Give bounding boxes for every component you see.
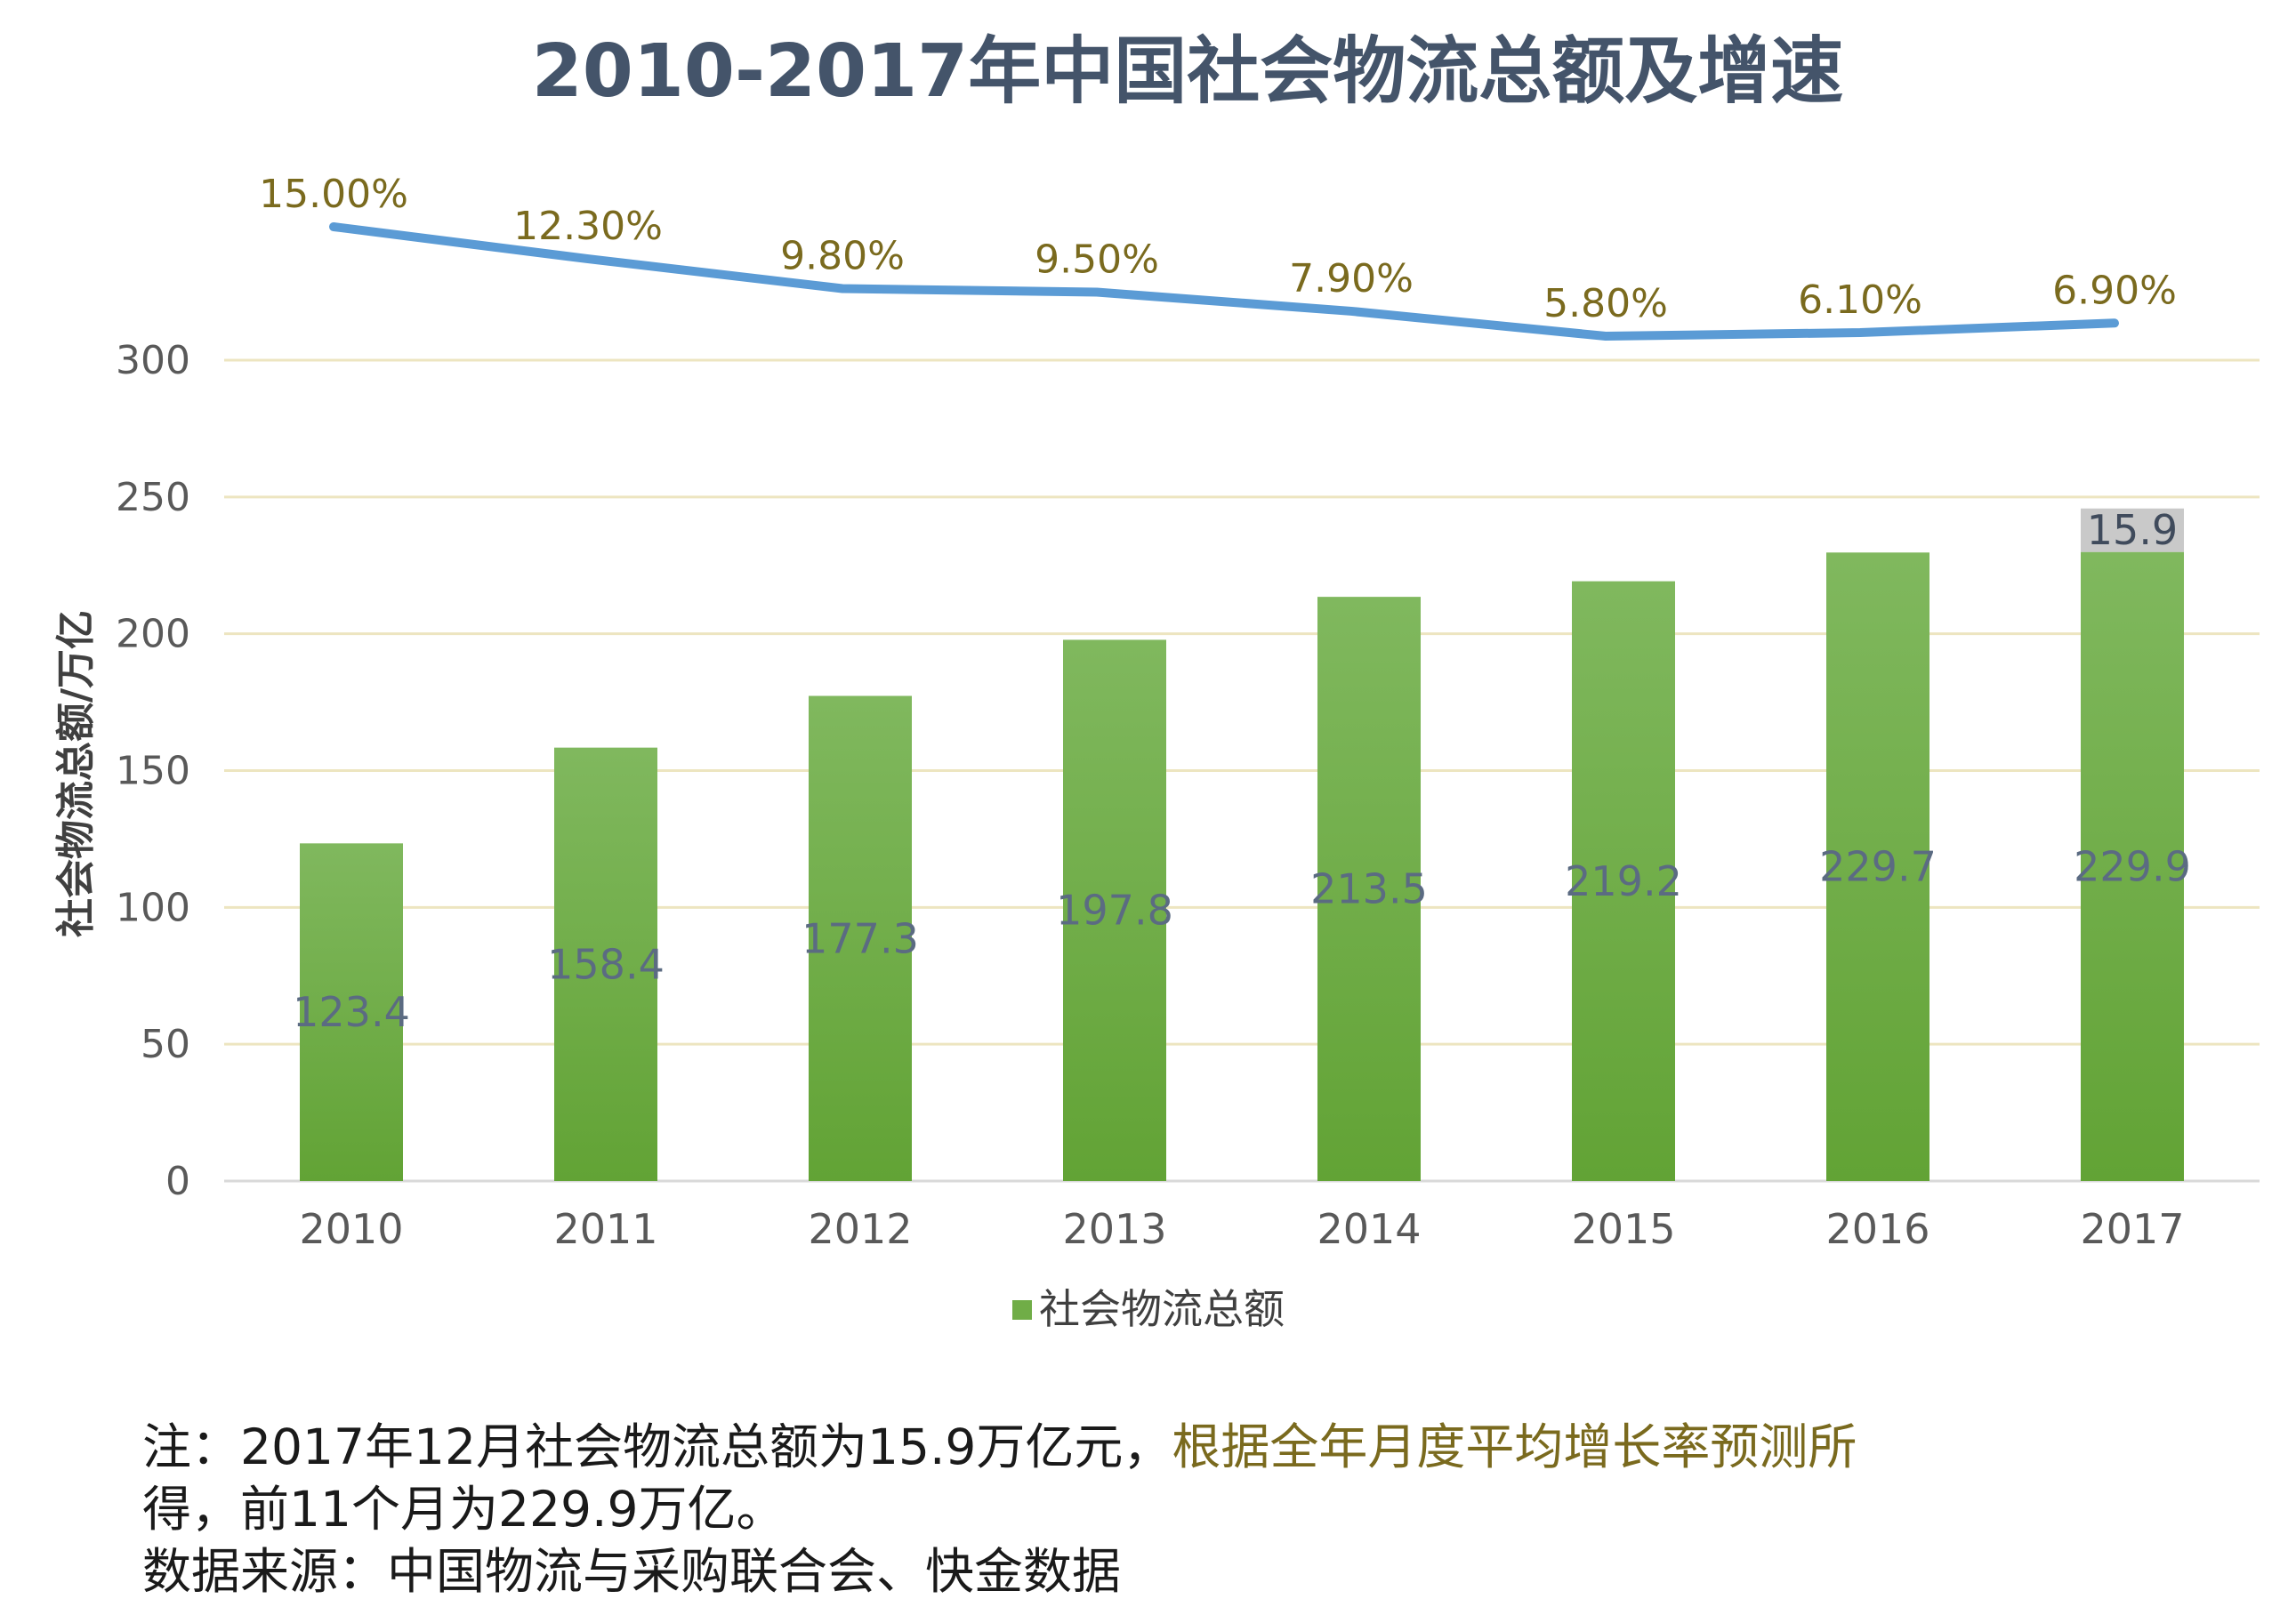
bar: [300, 843, 403, 1181]
growth-rate-label: 12.30%: [513, 204, 663, 249]
bar-value-label: 197.8: [1056, 887, 1173, 935]
bar: [1063, 639, 1166, 1181]
x-tick-label: 2017: [2080, 1205, 2184, 1253]
y-tick-label: 250: [116, 475, 190, 520]
growth-rate-label: 15.00%: [259, 172, 408, 217]
bar-value-label: 229.7: [1819, 843, 1937, 891]
bar: [2081, 551, 2184, 1181]
y-axis-label: 社会物流总额/万亿: [53, 610, 99, 937]
bar: [1317, 597, 1421, 1181]
growth-rate-label: 5.80%: [1543, 281, 1668, 326]
source-note: 数据来源：中国物流与采购联合会、快金数据: [142, 1543, 1122, 1600]
chart-title: 2010-2017年中国社会物流总额及增速: [532, 29, 1843, 114]
growth-rate-line: 15.00% 12.30% 9.80% 9.50% 7.90% 5.80% 6.10% 6.9…: [259, 172, 2177, 341]
x-tick-label: 2012: [808, 1205, 912, 1253]
bar-value-label: 219.2: [1565, 857, 1682, 905]
growth-rate-label: 9.50%: [1035, 237, 1159, 283]
growth-rate-label: 9.80%: [780, 234, 905, 279]
bar-value-label: 229.9: [2074, 842, 2191, 890]
y-tick-label: 200: [116, 612, 190, 657]
y-tick-label: 50: [141, 1022, 190, 1067]
bar: [554, 747, 657, 1181]
growth-rate-polyline: [329, 222, 2119, 341]
bar-value-label: 213.5: [1310, 865, 1428, 913]
x-tick-label: 2015: [1571, 1205, 1675, 1253]
legend: 社会物流总额: [1012, 1285, 1285, 1333]
y-tick-label: 0: [165, 1159, 190, 1204]
y-tick-label: 100: [116, 885, 190, 930]
y-tick-label: 300: [116, 338, 190, 383]
x-tick-label: 2016: [1825, 1205, 1929, 1253]
footnote-text-1b: 根据全年月度平均增长率预测所: [1172, 1418, 1857, 1475]
x-tick-label: 2011: [553, 1205, 657, 1253]
footnote-line-2: 得，前11个月为229.9万亿。: [142, 1481, 785, 1538]
bar: [1572, 581, 1675, 1181]
footnote-line-1: 注：2017年12月社会物流总额为15.9万亿元，根据全年月度平均增长率预测所: [142, 1416, 1857, 1478]
bar-value-label: 158.4: [547, 940, 665, 988]
bar: [1826, 552, 1929, 1181]
x-tick-label: 2014: [1317, 1205, 1421, 1253]
x-tick-label: 2010: [299, 1205, 403, 1253]
bar-value-label: 177.3: [802, 914, 919, 962]
bars: 123.4 158.4 177.3 197.8 213.5 219.2 229.7 229.9…: [293, 506, 2191, 1181]
stacked-bar-segment: [2081, 508, 2184, 552]
x-tick-labels: 2010 2011 2012 2013 2014 2015 2016 2017: [299, 1205, 2184, 1253]
growth-rate-label: 6.10%: [1798, 277, 1922, 323]
footnote-text-1a: 注：2017年12月社会物流总额为15.9万亿元，: [142, 1418, 1172, 1475]
legend-swatch: [1012, 1300, 1032, 1320]
stacked-segment-label: 15.9: [2087, 506, 2178, 554]
bar-value-label: 123.4: [293, 988, 410, 1036]
y-tick-label: 150: [116, 749, 190, 794]
bar: [809, 695, 912, 1181]
growth-rate-label: 7.90%: [1289, 256, 1414, 301]
y-tick-labels: 0 50 100 150 200 250 300: [116, 338, 190, 1204]
x-tick-label: 2013: [1062, 1205, 1166, 1253]
legend-label: 社会物流总额: [1039, 1285, 1285, 1333]
gridlines: [224, 358, 2260, 1183]
growth-rate-label: 6.90%: [2052, 268, 2177, 313]
